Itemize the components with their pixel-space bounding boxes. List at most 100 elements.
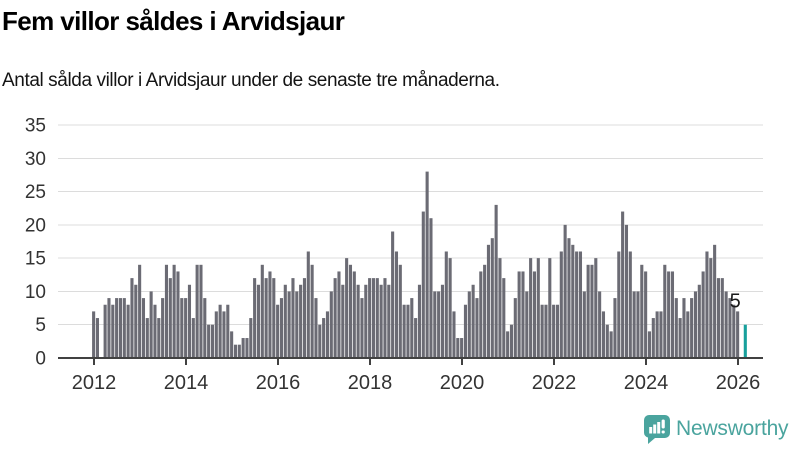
bar bbox=[253, 278, 257, 358]
y-axis-tick-label: 0 bbox=[35, 349, 46, 370]
bar bbox=[647, 331, 652, 358]
bar bbox=[421, 211, 425, 358]
bar bbox=[720, 278, 724, 358]
bar bbox=[337, 271, 341, 358]
bar bbox=[276, 304, 280, 358]
bar bbox=[567, 238, 571, 358]
bar bbox=[732, 304, 736, 358]
logo-bar-small bbox=[649, 426, 653, 433]
bar bbox=[655, 311, 659, 358]
bar bbox=[360, 298, 364, 358]
bar bbox=[199, 264, 203, 358]
bar bbox=[663, 264, 667, 358]
bar bbox=[364, 284, 368, 358]
bar bbox=[502, 278, 506, 358]
bar bbox=[598, 291, 602, 358]
bar bbox=[644, 271, 648, 358]
bar bbox=[302, 278, 307, 358]
bar bbox=[391, 231, 395, 358]
bar bbox=[467, 291, 471, 358]
bar bbox=[118, 298, 123, 358]
bar bbox=[279, 298, 284, 358]
bar bbox=[233, 344, 238, 358]
bar bbox=[272, 278, 276, 358]
bar bbox=[498, 258, 502, 358]
x-axis-tick-label: 2022 bbox=[532, 372, 577, 394]
bar bbox=[414, 318, 418, 358]
bar bbox=[318, 324, 322, 358]
bar bbox=[716, 278, 721, 358]
bar bbox=[483, 264, 487, 358]
bar bbox=[624, 224, 629, 358]
bar bbox=[463, 304, 468, 358]
bar bbox=[398, 264, 402, 358]
bar bbox=[594, 258, 598, 358]
bar bbox=[521, 271, 525, 358]
x-axis-tick-label: 2012 bbox=[72, 372, 117, 394]
bar bbox=[164, 264, 169, 358]
bar bbox=[383, 278, 387, 358]
bar bbox=[245, 338, 249, 358]
y-axis-tick-label: 15 bbox=[25, 249, 46, 270]
bar bbox=[310, 264, 314, 358]
bar bbox=[670, 271, 675, 358]
bar bbox=[690, 298, 694, 358]
bar bbox=[651, 318, 655, 358]
bar bbox=[555, 304, 560, 358]
bar bbox=[417, 284, 422, 358]
bar bbox=[168, 278, 172, 358]
y-axis-tick-label: 35 bbox=[25, 116, 46, 137]
bar bbox=[283, 284, 287, 358]
bar bbox=[241, 338, 245, 358]
bar bbox=[172, 264, 176, 358]
bar bbox=[333, 278, 337, 358]
bar bbox=[506, 331, 510, 358]
bar bbox=[724, 291, 728, 358]
bar bbox=[111, 304, 115, 358]
bar bbox=[126, 304, 130, 358]
bar bbox=[693, 291, 698, 358]
bar bbox=[509, 324, 514, 358]
bar bbox=[134, 284, 138, 358]
y-axis-tick-label: 30 bbox=[25, 149, 46, 170]
bar bbox=[440, 284, 445, 358]
logo-bar-medium bbox=[653, 424, 657, 433]
bar bbox=[529, 258, 533, 358]
logo-bar-tall bbox=[657, 421, 661, 433]
bar bbox=[348, 264, 353, 358]
bar bbox=[709, 258, 713, 358]
bar bbox=[678, 318, 682, 358]
bar bbox=[552, 304, 556, 358]
bar bbox=[475, 298, 479, 358]
logo-exclamation-stem bbox=[661, 419, 665, 428]
bar bbox=[536, 258, 540, 358]
bar bbox=[249, 318, 253, 358]
bar bbox=[460, 338, 464, 358]
bar bbox=[452, 311, 456, 358]
bar bbox=[371, 278, 376, 358]
x-axis-tick-label: 2020 bbox=[440, 372, 485, 394]
bar bbox=[256, 284, 261, 358]
bar bbox=[387, 284, 391, 358]
bar bbox=[203, 298, 207, 358]
bar bbox=[582, 291, 586, 358]
bar bbox=[230, 331, 234, 358]
bar bbox=[356, 284, 360, 358]
bar bbox=[429, 218, 433, 358]
bar bbox=[540, 304, 544, 358]
bar bbox=[222, 311, 226, 358]
bar bbox=[586, 264, 590, 358]
bar bbox=[471, 284, 475, 358]
bar bbox=[184, 298, 188, 358]
bar bbox=[410, 298, 414, 358]
y-axis-tick-label: 5 bbox=[35, 315, 46, 336]
bar bbox=[548, 258, 552, 358]
bar bbox=[559, 251, 563, 358]
bar bbox=[701, 271, 705, 358]
bar bbox=[138, 264, 142, 358]
bar bbox=[605, 324, 609, 358]
chart-subtitle: Antal sålda villor i Arvidsjaur under de… bbox=[2, 70, 500, 91]
x-axis-tick-label: 2024 bbox=[624, 372, 669, 394]
bar bbox=[218, 304, 222, 358]
x-axis-tick-label: 2016 bbox=[256, 372, 301, 394]
